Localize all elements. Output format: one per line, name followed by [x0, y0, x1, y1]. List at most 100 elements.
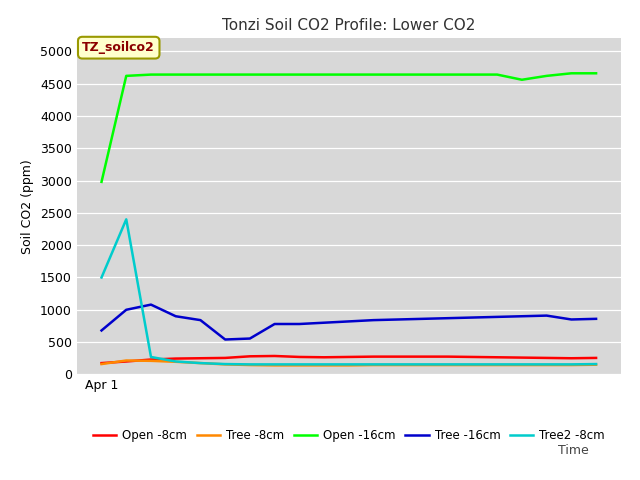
Tree -16cm — [172, 313, 180, 319]
Tree -16cm — [419, 316, 427, 322]
Tree2 -8cm — [518, 361, 525, 367]
Open -16cm — [320, 72, 328, 77]
Open -8cm — [444, 354, 452, 360]
Open -16cm — [271, 72, 278, 77]
Open -8cm — [493, 354, 501, 360]
Tree -16cm — [196, 317, 204, 323]
Tree -16cm — [221, 336, 229, 342]
Tree -8cm — [271, 362, 278, 368]
Tree -8cm — [444, 362, 452, 368]
Tree2 -8cm — [172, 359, 180, 364]
Open -8cm — [419, 354, 427, 360]
Tree2 -8cm — [419, 361, 427, 367]
Legend: Open -8cm, Tree -8cm, Open -16cm, Tree -16cm, Tree2 -8cm: Open -8cm, Tree -8cm, Open -16cm, Tree -… — [88, 424, 610, 446]
Open -8cm — [147, 357, 155, 362]
Open -16cm — [518, 77, 525, 83]
Tree -16cm — [296, 321, 303, 327]
Open -8cm — [122, 359, 130, 364]
Open -16cm — [246, 72, 253, 77]
Tree2 -8cm — [543, 361, 550, 367]
Tree2 -8cm — [271, 361, 278, 367]
Open -16cm — [468, 72, 476, 77]
Open -8cm — [296, 354, 303, 360]
Y-axis label: Soil CO2 (ppm): Soil CO2 (ppm) — [21, 159, 35, 254]
Tree -16cm — [370, 317, 378, 323]
Tree2 -8cm — [493, 361, 501, 367]
Open -8cm — [196, 355, 204, 361]
Text: Time: Time — [558, 444, 589, 457]
Tree -8cm — [221, 361, 229, 367]
Open -8cm — [468, 354, 476, 360]
Line: Tree -8cm: Tree -8cm — [102, 360, 596, 365]
Open -16cm — [370, 72, 378, 77]
Text: TZ_soilco2: TZ_soilco2 — [83, 41, 155, 54]
Open -16cm — [568, 71, 575, 76]
Tree -16cm — [444, 315, 452, 321]
Tree -8cm — [419, 362, 427, 368]
Tree -8cm — [296, 362, 303, 368]
Open -8cm — [271, 353, 278, 359]
Line: Open -16cm: Open -16cm — [102, 73, 596, 182]
Tree -16cm — [122, 307, 130, 312]
Line: Tree2 -8cm: Tree2 -8cm — [102, 219, 596, 364]
Open -16cm — [592, 71, 600, 76]
Tree -8cm — [468, 362, 476, 368]
Tree2 -8cm — [196, 360, 204, 366]
Tree2 -8cm — [147, 354, 155, 360]
Title: Tonzi Soil CO2 Profile: Lower CO2: Tonzi Soil CO2 Profile: Lower CO2 — [222, 18, 476, 33]
Tree2 -8cm — [246, 361, 253, 367]
Tree -16cm — [518, 313, 525, 319]
Open -16cm — [221, 72, 229, 77]
Tree -8cm — [394, 362, 402, 368]
Line: Tree -16cm: Tree -16cm — [102, 305, 596, 339]
Tree2 -8cm — [468, 361, 476, 367]
Open -16cm — [147, 72, 155, 77]
Tree -16cm — [147, 302, 155, 308]
Open -8cm — [345, 354, 353, 360]
Tree -8cm — [592, 362, 600, 368]
Tree -8cm — [122, 358, 130, 363]
Tree -8cm — [345, 362, 353, 368]
Tree -16cm — [568, 317, 575, 323]
Open -8cm — [370, 354, 378, 360]
Open -16cm — [444, 72, 452, 77]
Tree2 -8cm — [122, 216, 130, 222]
Open -16cm — [419, 72, 427, 77]
Tree -16cm — [246, 336, 253, 341]
Tree2 -8cm — [221, 361, 229, 367]
Tree -8cm — [172, 359, 180, 365]
Open -8cm — [543, 355, 550, 361]
Tree -8cm — [568, 362, 575, 368]
Tree -16cm — [394, 317, 402, 323]
Open -8cm — [98, 360, 106, 366]
Open -16cm — [172, 72, 180, 77]
Open -8cm — [394, 354, 402, 360]
Tree -8cm — [518, 362, 525, 368]
Open -8cm — [592, 355, 600, 361]
Open -8cm — [172, 356, 180, 361]
Tree -8cm — [98, 361, 106, 367]
Tree -8cm — [147, 358, 155, 364]
Open -16cm — [122, 73, 130, 79]
Open -16cm — [543, 73, 550, 79]
Tree -16cm — [345, 319, 353, 324]
Tree2 -8cm — [592, 361, 600, 367]
Open -16cm — [196, 72, 204, 77]
Tree2 -8cm — [394, 361, 402, 367]
Tree -16cm — [468, 315, 476, 321]
Tree2 -8cm — [296, 361, 303, 367]
Open -8cm — [221, 355, 229, 361]
Open -8cm — [246, 353, 253, 359]
Open -16cm — [98, 179, 106, 185]
Tree2 -8cm — [370, 361, 378, 367]
Open -16cm — [345, 72, 353, 77]
Tree2 -8cm — [98, 275, 106, 280]
Tree -8cm — [196, 360, 204, 366]
Tree -16cm — [543, 313, 550, 319]
Line: Open -8cm: Open -8cm — [102, 356, 596, 363]
Tree2 -8cm — [568, 361, 575, 367]
Open -8cm — [320, 354, 328, 360]
Tree2 -8cm — [345, 361, 353, 367]
Open -8cm — [518, 355, 525, 360]
Tree -8cm — [320, 362, 328, 368]
